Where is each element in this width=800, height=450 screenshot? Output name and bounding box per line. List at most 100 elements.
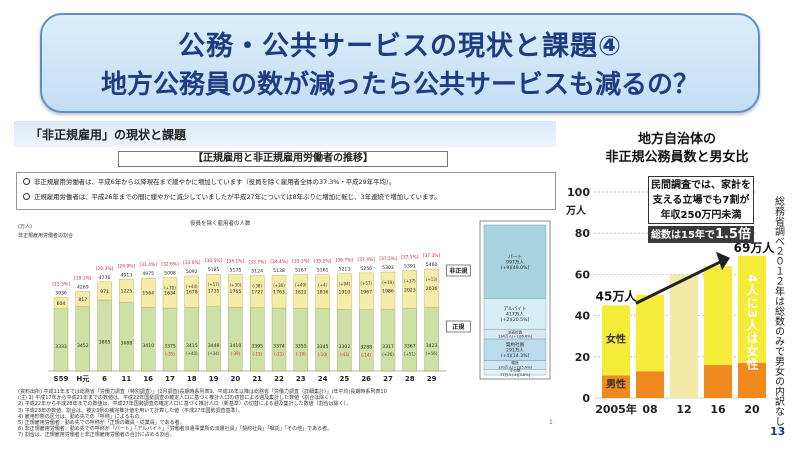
footnote-mark: 1: [549, 419, 553, 426]
ratio-label: [34.1%]: [227, 258, 245, 264]
nonregular-value-label: 1564: [142, 291, 154, 297]
note-line: (資料出所) 平成11年までは総務省「労働力調査（特別調査）」(2月調査)長期時…: [18, 389, 387, 395]
ratio-label: [24.9%]: [118, 263, 136, 269]
bullet-circle-icon: [23, 178, 30, 185]
total-value-label: 4975: [142, 271, 154, 277]
breakdown-label: 997万人: [506, 260, 524, 266]
total-value-label: 5092: [186, 269, 198, 275]
change-label-nonregular: (+37): [404, 278, 416, 283]
bullet-circle-icon: [23, 193, 30, 200]
change-label-regular: (+51): [404, 352, 416, 357]
regular-value-label: 3288: [360, 344, 372, 350]
nonregular-value-label: 1765: [230, 289, 242, 295]
total-value-label: 5303: [382, 265, 394, 271]
ratio-label: [36.7%]: [336, 258, 354, 264]
x-tick-label: 12: [676, 403, 691, 416]
regular-value-label: 3345: [317, 344, 329, 350]
change-label-nonregular: (+13): [426, 277, 438, 282]
regular-value-label: 3333: [55, 344, 67, 350]
change-label-nonregular: (+36): [273, 283, 285, 288]
note-line: 3) 平成23年の数値、割合は、被災3県の補完推計値を用いて計算した値（平成27…: [18, 407, 243, 414]
total-value-label: 5167: [295, 268, 307, 274]
regular-value-label: 3452: [77, 343, 89, 349]
bar-regular: [119, 301, 134, 372]
ratio-label: [31.4%]: [140, 262, 158, 268]
change-label-regular: (-43): [340, 352, 350, 357]
ratio-label: [33.0%]: [183, 260, 201, 266]
ratio-label: [19.1%]: [74, 275, 92, 281]
ratio-annotation: 非正規雇用労働者の割合: [18, 232, 73, 239]
bar-nonregular: [119, 279, 134, 303]
nonregular-value-label: 2023: [404, 287, 416, 293]
total-value-label: 5138: [273, 268, 285, 274]
breakdown-label: 134万人(+1)[6.6%]: [498, 334, 533, 339]
male-label: 男性: [606, 378, 626, 391]
change-label-regular: (-15): [252, 351, 262, 356]
change-label-nonregular: (-38): [252, 283, 262, 288]
bar-nonregular: [249, 275, 265, 308]
nonregular-value-label: 1763: [273, 290, 285, 296]
bar-nonregular: [315, 274, 330, 309]
breakdown-segment: [483, 224, 547, 299]
x-tick-label: 24: [318, 375, 328, 383]
bar-total-only: [670, 274, 698, 398]
regular-value-label: 3317: [382, 344, 394, 350]
total-value-label: 4913: [121, 272, 133, 278]
change-label-regular: (-14): [361, 352, 371, 357]
regular-value-label: 3410: [142, 343, 154, 349]
survey-callout: 民間調査では、家計を 支える立場でも7割が 年収250万円未満: [648, 176, 754, 224]
bar-nonregular: [380, 271, 396, 310]
breakdown-label: (+4)[14.3%]: [501, 353, 530, 359]
bar-regular: [140, 307, 156, 372]
bar-male: [704, 365, 732, 398]
bullet-list: 非正規雇用労働者は、平成6年から以降現在まで緩やかに増加しています（役員を除く雇…: [16, 172, 556, 210]
change-label-regular: (+40): [186, 351, 198, 356]
breakdown-label: 291万人: [506, 348, 524, 354]
change-label-nonregular: (+49): [295, 283, 307, 288]
change-label-nonregular: (+30): [230, 282, 242, 287]
change-label-nonregular: (+4): [318, 283, 327, 288]
total-value-label: 4776: [99, 275, 111, 281]
regular-value-label: 3375: [164, 344, 176, 350]
x-tick-label: S59: [54, 375, 69, 383]
regular-value-label: 3367: [404, 344, 416, 350]
bar-nonregular: [162, 277, 178, 309]
note-line: 6) 非正規雇用労働者：勤め先での呼称が「パート」「アルバイト」「労働者派遣事業…: [18, 426, 333, 433]
x-tick-label: 27: [383, 375, 393, 383]
title-banner: [40, 13, 760, 113]
bar-male: [636, 371, 664, 398]
nonregular-value-label: 971: [100, 289, 109, 295]
callout-line: 年収250万円未満: [660, 210, 742, 221]
bullet-text: 正規雇用労働者は、平成26年までの間に緩やかに減少していましたが平成27年につい…: [34, 193, 441, 201]
nonregular-value-label: 1816: [317, 290, 329, 296]
callout-line: 支える立場でも7割が: [652, 195, 750, 206]
bar-nonregular: [424, 268, 439, 308]
change-label-nonregular: (+19): [382, 280, 394, 285]
page-number: 13: [770, 425, 786, 438]
slide-subtitle: 地方公務員の数が減ったら公共サービスも減るの？: [100, 70, 699, 100]
x-tick-label: 16: [710, 403, 726, 416]
nonregular-value-label: 2036: [426, 286, 438, 292]
y-tick-label: 40: [575, 310, 591, 323]
bar-nonregular: [271, 274, 287, 309]
breakdown-label: 派遣社員: [508, 329, 523, 334]
regular-value-label: 3805: [99, 339, 111, 345]
y-tick-label: 0: [582, 392, 590, 405]
bar-regular: [184, 307, 200, 372]
change-label-regular: (-19): [296, 352, 306, 357]
x-tick-label: 20: [744, 403, 760, 416]
breakdown-label: (+9)[49.0%]: [501, 265, 530, 271]
change-label-nonregular: (+57): [208, 282, 220, 287]
ratio-label: [20.3%]: [96, 266, 114, 272]
nonregular-value-label: 1967: [360, 289, 372, 295]
bar-regular: [97, 299, 112, 372]
breakdown-label: 120万人(+1)[5.9%]: [498, 365, 533, 370]
first-value-label: 45万人: [596, 288, 638, 303]
bar-nonregular: [184, 275, 200, 308]
nonregular-value-label: 1812: [295, 289, 307, 295]
x-tick-label: 2005年: [595, 402, 637, 416]
x-tick-label: 19: [209, 375, 219, 383]
growth-badge-text: 総数は15年で: [651, 230, 715, 241]
y-tick-label: 20: [575, 351, 591, 364]
change-label-nonregular: (+70): [164, 285, 176, 290]
